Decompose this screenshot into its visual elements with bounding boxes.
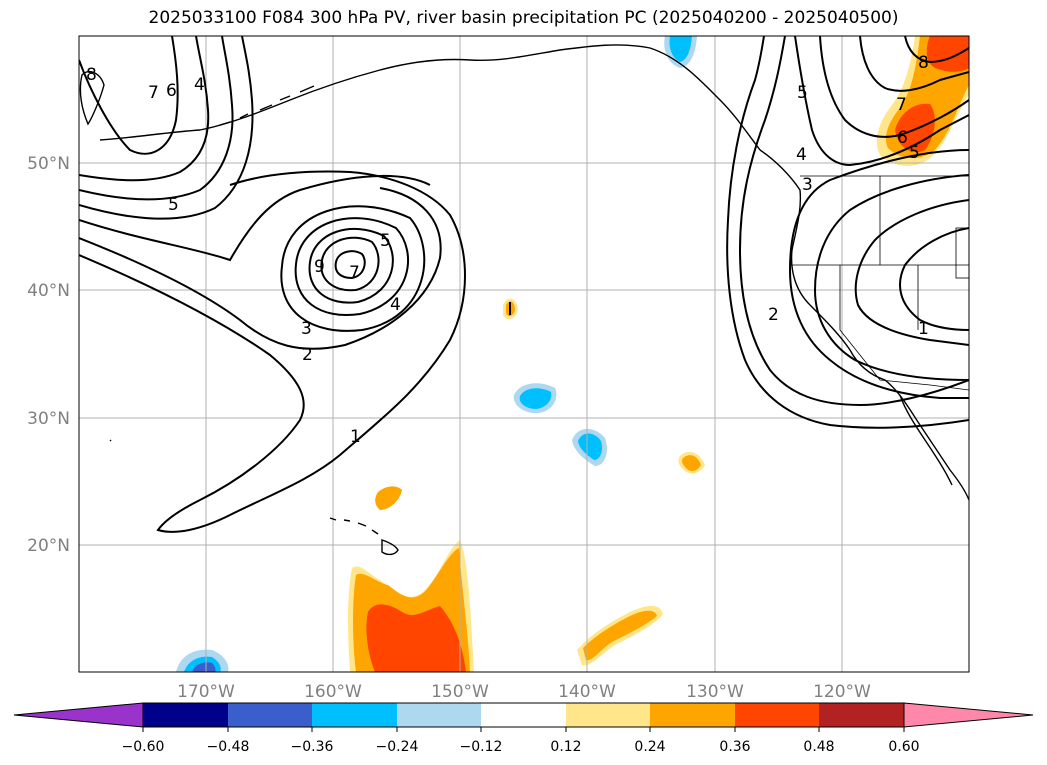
coastlines xyxy=(79,44,969,556)
colorbar-tick-label: 0.48 xyxy=(803,739,834,755)
lat-label-40: 40°N xyxy=(27,281,70,301)
colorbar-segment xyxy=(228,703,312,727)
colorbar-tick-label: −0.36 xyxy=(291,739,334,755)
colorbar-segment xyxy=(481,703,566,727)
pv-label: 1 xyxy=(350,427,361,447)
lon-label-170w: 170°W xyxy=(177,682,235,702)
colorbar-tick-label: −0.60 xyxy=(122,739,165,755)
pv-label: 7 xyxy=(148,83,159,103)
lat-label-30: 30°N xyxy=(27,409,70,429)
colorbar-tick-label: −0.24 xyxy=(376,739,419,755)
precip-blob-small-1 xyxy=(375,486,402,510)
pv-label: 4 xyxy=(796,145,807,165)
pv-label: 2 xyxy=(302,345,313,365)
colorbar-tick-label: 0.60 xyxy=(888,739,919,755)
colorbar-segment xyxy=(566,703,650,727)
pv-label: 3 xyxy=(802,175,813,195)
colorbar-tick-label: 0.24 xyxy=(634,739,665,755)
colorbar-segment xyxy=(650,703,735,727)
lat-label-20: 20°N xyxy=(27,536,70,556)
pv-label: 5 xyxy=(380,231,391,251)
pv-label: 5 xyxy=(797,83,808,103)
pv-label: 1 xyxy=(918,319,929,339)
lat-labels: 50°N 40°N 30°N 20°N xyxy=(27,154,70,556)
lon-label-120w: 120°W xyxy=(813,682,871,702)
pv-label: 7 xyxy=(896,95,907,115)
pv-label: 5 xyxy=(168,195,179,215)
lon-label-160w: 160°W xyxy=(304,682,362,702)
lon-label-140w: 140°W xyxy=(558,682,616,702)
lon-label-150w: 150°W xyxy=(431,682,489,702)
pv-label: 7 xyxy=(349,263,360,283)
pv-label: 4 xyxy=(194,75,205,95)
colorbar-segment xyxy=(735,703,819,727)
colorbar-extend-low xyxy=(13,702,144,728)
pv-label: 3 xyxy=(301,319,312,339)
colorbar-tick-label: 0.36 xyxy=(719,739,750,755)
borders xyxy=(790,175,969,391)
pv-label: 2 xyxy=(768,305,779,325)
colorbar-tick-label: −0.48 xyxy=(207,739,250,755)
graticule xyxy=(79,36,969,672)
pv-contours xyxy=(79,36,969,533)
pv-label: 5 xyxy=(909,143,920,163)
pv-labels: 8 7 6 4 5 9 7 5 4 3 2 1 1 5 4 3 2 7 6 5 … xyxy=(86,53,929,447)
pv-label: 6 xyxy=(897,128,908,148)
pv-label: 4 xyxy=(390,295,401,315)
colorbar-extend-high xyxy=(903,702,1034,728)
precip-shading xyxy=(176,36,969,672)
colorbar-segment xyxy=(397,703,481,727)
map-title: 2025033100 F084 300 hPa PV, river basin … xyxy=(148,8,899,28)
pv-label: 6 xyxy=(166,81,177,101)
colorbar-segment xyxy=(819,703,904,727)
pv-label: 8 xyxy=(86,65,97,85)
colorbar-segment xyxy=(312,703,397,727)
map-background xyxy=(79,36,969,672)
map-frame xyxy=(78,35,970,673)
colorbar-tick-label: −0.12 xyxy=(460,739,503,755)
lon-label-130w: 130°W xyxy=(686,682,744,702)
colorbar-tick-label: 0.12 xyxy=(550,739,581,755)
pv-label: 8 xyxy=(918,53,929,73)
lon-labels: 170°W 160°W 150°W 140°W 130°W 120°W xyxy=(177,682,871,702)
pv-label: 9 xyxy=(314,257,325,277)
colorbar-frame xyxy=(142,702,905,728)
colorbar-segment xyxy=(143,703,228,727)
lat-label-50: 50°N xyxy=(27,154,70,174)
colorbar: −0.60 −0.48 −0.36 −0.24 −0.12 0.12 0.24 … xyxy=(13,702,1034,755)
